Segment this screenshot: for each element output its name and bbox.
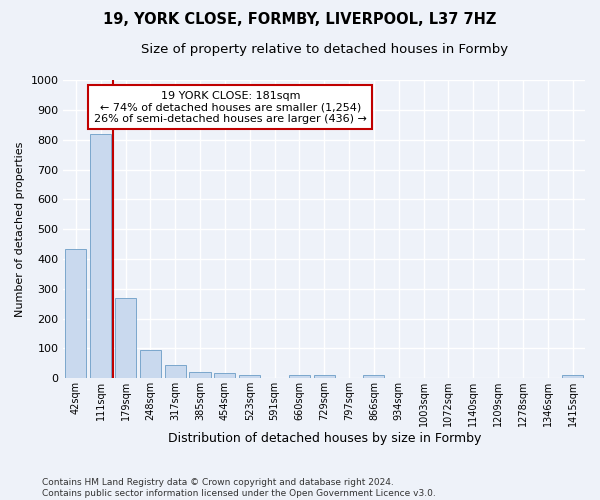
Text: 19, YORK CLOSE, FORMBY, LIVERPOOL, L37 7HZ: 19, YORK CLOSE, FORMBY, LIVERPOOL, L37 7… — [103, 12, 497, 28]
Text: Contains HM Land Registry data © Crown copyright and database right 2024.
Contai: Contains HM Land Registry data © Crown c… — [42, 478, 436, 498]
Bar — [190, 372, 211, 378]
Y-axis label: Number of detached properties: Number of detached properties — [15, 142, 25, 317]
Bar — [90, 134, 111, 378]
Text: 19 YORK CLOSE: 181sqm
← 74% of detached houses are smaller (1,254)
26% of semi-d: 19 YORK CLOSE: 181sqm ← 74% of detached … — [94, 90, 367, 124]
Bar — [364, 375, 385, 378]
X-axis label: Distribution of detached houses by size in Formby: Distribution of detached houses by size … — [167, 432, 481, 445]
Bar — [115, 298, 136, 378]
Title: Size of property relative to detached houses in Formby: Size of property relative to detached ho… — [140, 42, 508, 56]
Bar — [164, 365, 186, 378]
Bar — [562, 375, 583, 378]
Bar — [314, 375, 335, 378]
Bar — [214, 374, 235, 378]
Bar — [239, 375, 260, 378]
Bar — [289, 375, 310, 378]
Bar — [65, 248, 86, 378]
Bar — [140, 350, 161, 378]
